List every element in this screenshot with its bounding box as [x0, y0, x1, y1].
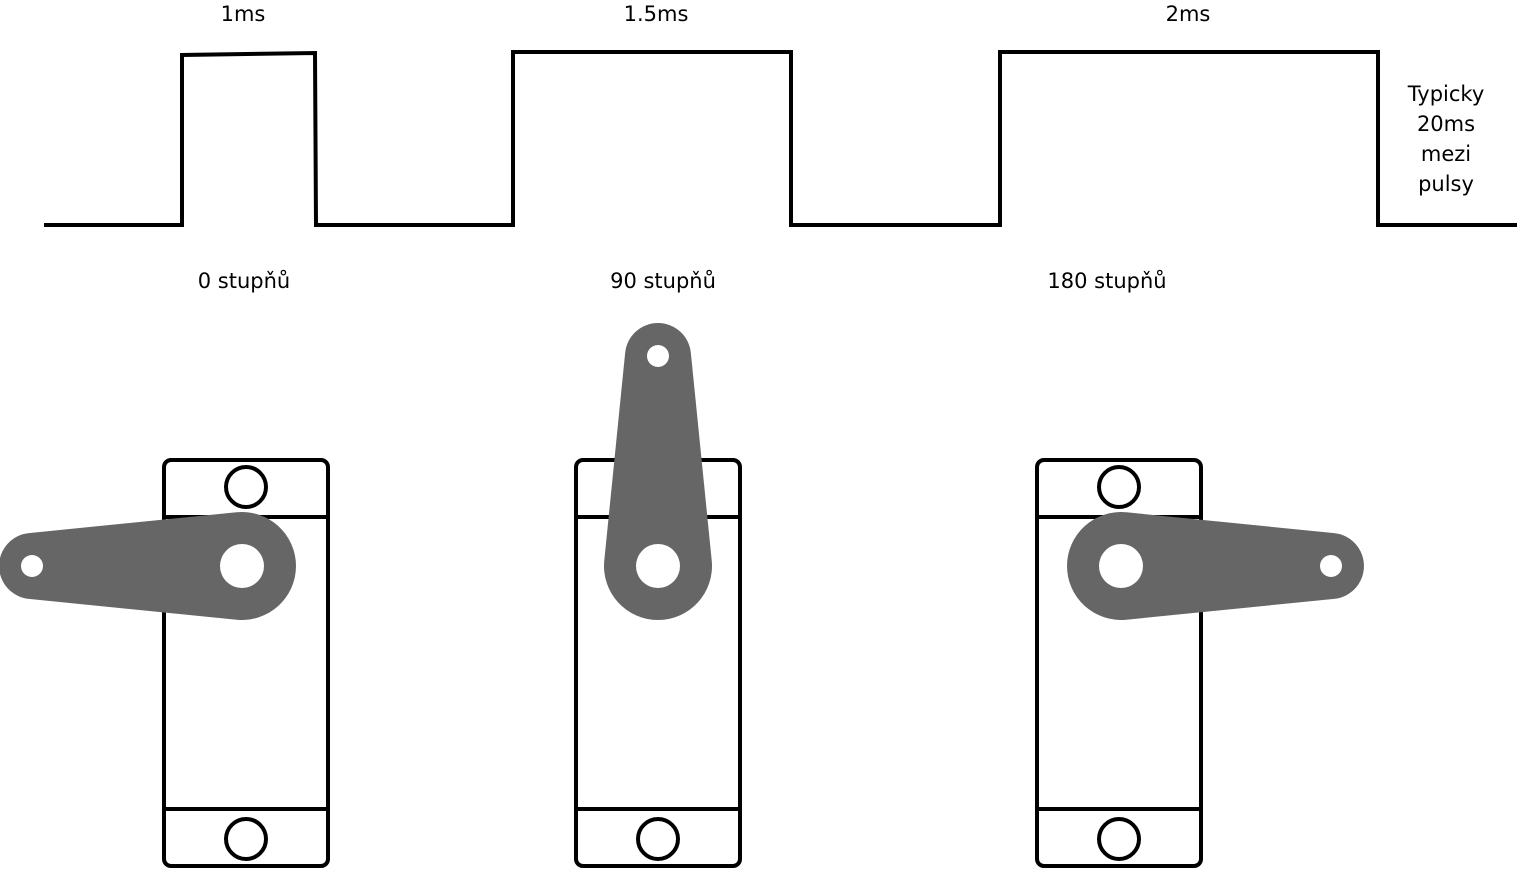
servo-horn: [1067, 512, 1364, 620]
servo-horn: [0, 512, 296, 620]
servo-angle-label-0: 0 stupňů: [198, 269, 290, 293]
servo-body: [1035, 458, 1203, 868]
servo-horn-pivot-hole: [220, 544, 264, 588]
gap-note-line-1: Typicky: [1407, 82, 1485, 106]
servo-0: [0, 458, 330, 868]
servo-horn-pivot-hole: [1099, 544, 1143, 588]
servo-horn-tip-hole: [21, 555, 43, 577]
servo-angle-label-180: 180 stupňů: [1047, 269, 1166, 293]
pwm-waveform: [44, 50, 1517, 227]
servo-horn: [604, 323, 712, 620]
servo-1: [574, 323, 742, 868]
pulse-label-1-5ms: 1.5ms: [624, 2, 689, 26]
gap-note-line-3: mezi: [1421, 142, 1471, 166]
servo-bottom-mount-hole: [224, 817, 268, 861]
gap-note-line-2: 20ms: [1417, 112, 1475, 136]
pulse-gap-note: Typicky 20ms mezi pulsy: [1407, 82, 1485, 196]
servo-bottom-mount-hole: [1097, 817, 1141, 861]
servo-2: [1035, 458, 1364, 868]
gap-note-line-4: pulsy: [1418, 172, 1474, 196]
servo-horn-tip-hole: [647, 345, 669, 367]
servo-horn-arm: [0, 512, 296, 620]
servo-top-mount-hole: [224, 465, 268, 509]
servo-horn-tip-hole: [1320, 555, 1342, 577]
pulse-label-1ms: 1ms: [221, 2, 266, 26]
servo-horn-pivot-hole: [636, 544, 680, 588]
servo-group: [0, 323, 1364, 868]
servo-angle-label-90: 90 stupňů: [610, 269, 716, 293]
servo-horn-arm: [1067, 512, 1364, 620]
servo-bottom-mount-hole: [636, 817, 680, 861]
pulse-label-2ms: 2ms: [1166, 2, 1211, 26]
servo-top-mount-hole: [1097, 465, 1141, 509]
servo-body: [162, 458, 330, 868]
servo-horn-arm: [604, 323, 712, 620]
